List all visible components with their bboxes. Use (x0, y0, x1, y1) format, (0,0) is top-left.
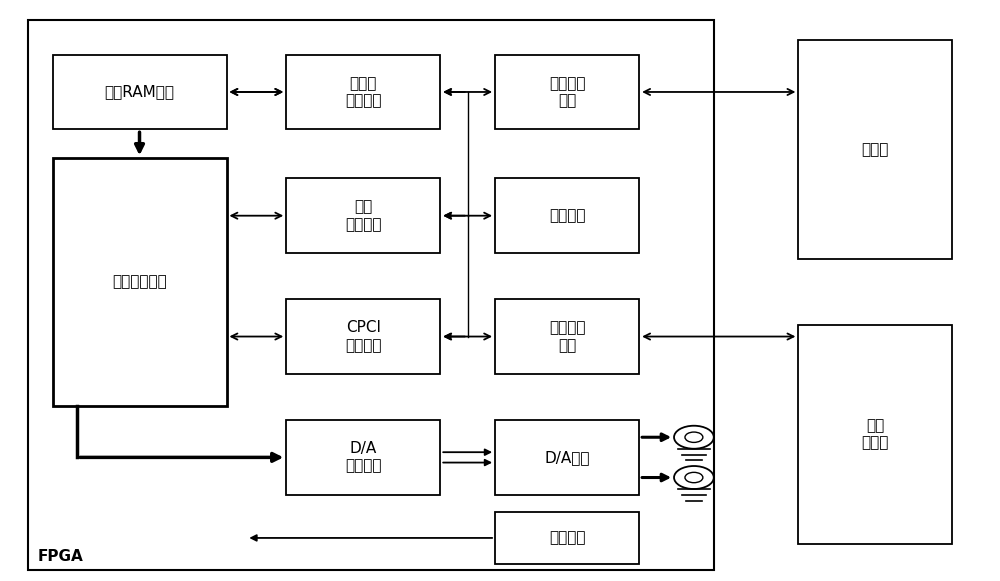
Text: 内存
控制单元: 内存 控制单元 (345, 199, 382, 232)
Bar (495, 178, 639, 253)
Bar (286, 55, 440, 130)
Text: 电源模块: 电源模块 (549, 530, 585, 546)
Bar (798, 325, 952, 544)
Bar (286, 178, 440, 253)
Text: 数据
记录仪: 数据 记录仪 (862, 418, 889, 450)
Bar (798, 40, 952, 259)
Bar (53, 158, 227, 406)
Bar (495, 299, 639, 374)
Text: 存储模块: 存储模块 (549, 208, 585, 223)
Bar (286, 420, 440, 495)
Text: 以太网
控制单元: 以太网 控制单元 (345, 76, 382, 108)
Text: FPGA: FPGA (38, 549, 83, 564)
Bar (495, 55, 639, 130)
Text: 内部RAM单元: 内部RAM单元 (105, 84, 175, 99)
Bar (495, 420, 639, 495)
Text: D/A模块: D/A模块 (544, 450, 590, 465)
Bar (286, 299, 440, 374)
Text: 网络接口
模块: 网络接口 模块 (549, 76, 585, 108)
Text: CPCI
控制单元: CPCI 控制单元 (345, 320, 382, 353)
Bar (53, 55, 227, 130)
Text: 上位机: 上位机 (862, 142, 889, 157)
Bar (28, 20, 714, 569)
Text: 高速接口
模块: 高速接口 模块 (549, 320, 585, 353)
Text: D/A
控制单元: D/A 控制单元 (345, 441, 382, 474)
Bar (495, 512, 639, 564)
Text: 回波生成单元: 回波生成单元 (112, 274, 167, 289)
